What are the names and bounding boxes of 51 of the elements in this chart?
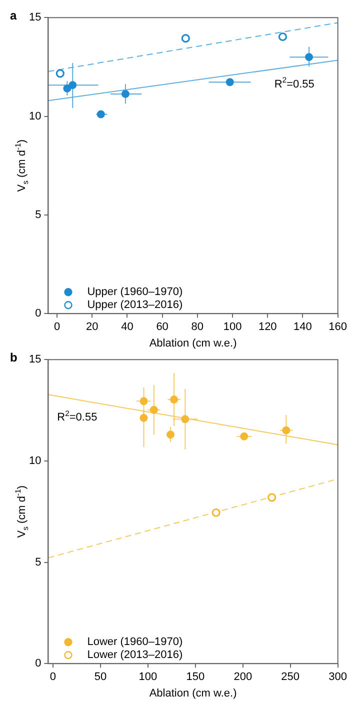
x-tick-label: 20 (86, 321, 98, 334)
y-tick-label: 0 (35, 308, 42, 320)
legend-label: Lower (2013–2016) (87, 649, 183, 662)
legend-label: Upper (2013–2016) (87, 299, 183, 312)
x-tick-label: 160 (328, 321, 348, 334)
y-tick-label: 10 (28, 454, 42, 467)
y-tick-label: 5 (35, 208, 42, 221)
chart-title: a (10, 8, 17, 22)
point (166, 430, 175, 439)
point (181, 415, 190, 424)
x-tick-label: 60 (156, 321, 168, 334)
x-axis-title: Ablation (cm w.e.) (149, 687, 237, 700)
x-tick-label: 100 (138, 671, 158, 684)
x-tick-label: 250 (281, 671, 300, 684)
x-tick-label: 80 (191, 321, 204, 334)
point (305, 53, 314, 62)
y-tick-label: 5 (35, 556, 42, 568)
x-tick-label: 140 (294, 321, 312, 334)
point (226, 78, 234, 86)
point (150, 406, 158, 414)
point (282, 426, 290, 434)
point (121, 90, 130, 98)
point (170, 396, 178, 404)
y-tick-label: 0 (35, 658, 42, 670)
chart-title: b (10, 350, 18, 364)
point (212, 508, 220, 517)
point (278, 32, 288, 42)
y-tick-label: 15 (28, 12, 42, 24)
x-tick-label: 50 (94, 671, 107, 684)
x-tick-label: 150 (186, 671, 205, 684)
x-tick-label: 100 (223, 321, 242, 334)
legend-label: Lower (1960–1970) (87, 636, 183, 648)
point (96, 110, 105, 118)
point (140, 414, 148, 422)
point (68, 81, 77, 90)
x-tick-label: 40 (121, 321, 134, 334)
x-tick-label: 300 (328, 671, 348, 684)
point (140, 397, 148, 406)
y-tick-label: 10 (28, 110, 42, 122)
point (56, 69, 64, 78)
point (181, 34, 190, 43)
point (268, 493, 276, 502)
point (63, 84, 72, 92)
y-tick-label: 15 (28, 354, 42, 366)
x-tick-label: 0 (54, 321, 60, 334)
point (240, 432, 248, 440)
x-tick-label: 120 (258, 321, 277, 334)
x-axis-title: Ablation (cm w.e.) (149, 337, 237, 350)
legend-label: Upper (1960–1970) (87, 286, 183, 298)
x-tick-label: 200 (234, 671, 252, 684)
x-tick-label: 0 (50, 671, 56, 684)
